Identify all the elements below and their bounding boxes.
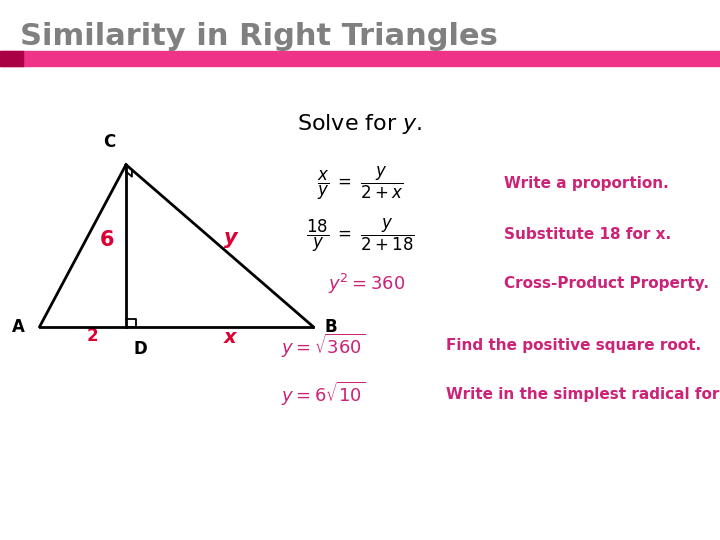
Text: Similarity in Right Triangles: Similarity in Right Triangles [20, 22, 498, 51]
Text: Solve for $y$.: Solve for $y$. [297, 112, 423, 136]
Text: Cross-Product Property.: Cross-Product Property. [504, 276, 709, 291]
Text: $y = 6\sqrt{10}$: $y = 6\sqrt{10}$ [281, 380, 365, 408]
Text: $\dfrac{x}{y}\ =\ \dfrac{y}{2+x}$: $\dfrac{x}{y}\ =\ \dfrac{y}{2+x}$ [317, 165, 403, 202]
Text: 6: 6 [99, 230, 114, 251]
Text: y: y [224, 227, 237, 248]
Text: Write in the simplest radical form.: Write in the simplest radical form. [446, 387, 720, 402]
Text: Substitute 18 for x.: Substitute 18 for x. [504, 227, 671, 242]
Text: B: B [324, 318, 337, 336]
Text: $y^2 = 360$: $y^2 = 360$ [328, 272, 406, 295]
Text: $\dfrac{18}{y}\ =\ \dfrac{y}{2+18}$: $\dfrac{18}{y}\ =\ \dfrac{y}{2+18}$ [306, 217, 414, 253]
Text: D: D [133, 340, 147, 358]
Text: $y = \sqrt{360}$: $y = \sqrt{360}$ [281, 332, 365, 360]
Text: A: A [12, 318, 25, 336]
Bar [0, 51, 23, 66]
Text: x: x [224, 328, 237, 347]
Text: Write a proportion.: Write a proportion. [504, 176, 669, 191]
Text: Find the positive square root.: Find the positive square root. [446, 338, 701, 353]
Text: C: C [103, 133, 115, 151]
Text: 2: 2 [86, 327, 98, 345]
Bar [0, 51, 720, 66]
